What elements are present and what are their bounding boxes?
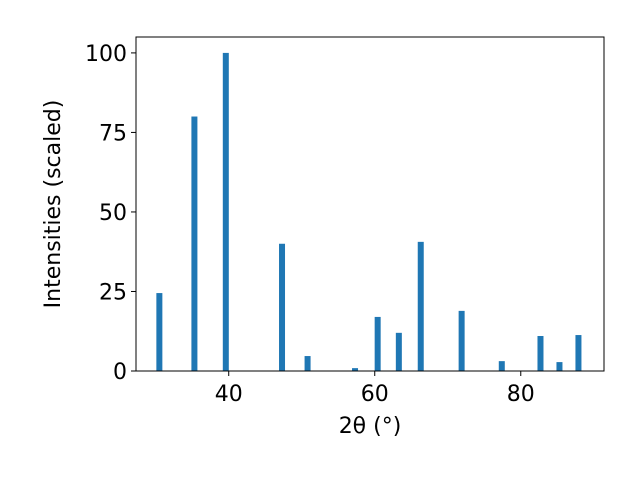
bar: [352, 368, 359, 371]
bar: [279, 243, 286, 371]
bar: [222, 52, 229, 372]
bar: [537, 336, 544, 371]
bar: [458, 310, 465, 371]
y-tick-label: 25: [99, 280, 127, 305]
x-tick-label: 40: [215, 382, 243, 407]
bar: [191, 116, 198, 372]
bar: [417, 241, 424, 371]
y-tick-label: 50: [99, 201, 127, 226]
bar: [304, 356, 311, 371]
bar: [156, 293, 163, 371]
bar: [575, 335, 582, 371]
x-tick-label: 60: [361, 382, 389, 407]
bar: [556, 362, 563, 371]
y-tick-label: 100: [85, 42, 127, 67]
bar: [395, 332, 402, 371]
x-tick-label: 80: [507, 382, 535, 407]
y-tick-label: 0: [113, 360, 127, 385]
bar: [374, 316, 381, 371]
plot-frame: [135, 36, 605, 372]
y-axis-label: Intensities (scaled): [41, 100, 66, 309]
y-tick-label: 75: [99, 121, 127, 146]
bar: [498, 361, 505, 371]
x-axis-label: 2θ (°): [339, 414, 402, 439]
